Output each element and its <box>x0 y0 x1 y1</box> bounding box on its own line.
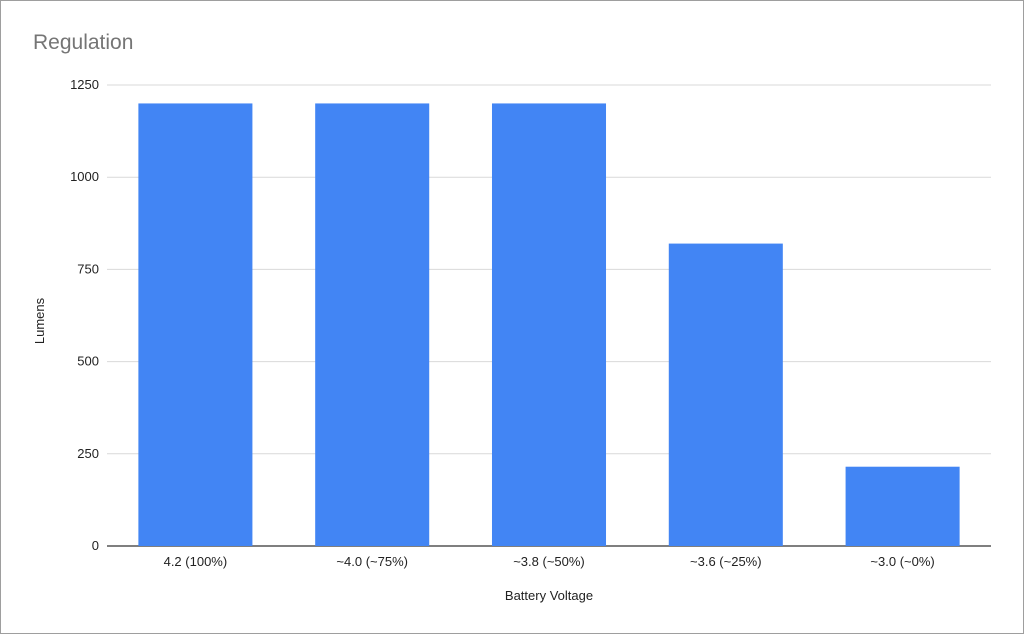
y-tick-label: 250 <box>77 446 99 461</box>
x-tick-label: 4.2 (100%) <box>164 554 228 569</box>
y-tick-label: 0 <box>92 538 99 553</box>
x-axis-label: Battery Voltage <box>505 588 593 603</box>
x-tick-label: ~4.0 (~75%) <box>336 554 408 569</box>
x-tick-label: ~3.0 (~0%) <box>870 554 934 569</box>
x-tick-label: ~3.8 (~50%) <box>513 554 585 569</box>
y-tick-label: 500 <box>77 354 99 369</box>
bars <box>138 103 960 547</box>
y-tick-labels: 0 250 500 750 1000 1250 <box>70 77 99 553</box>
y-tick-label: 1250 <box>70 77 99 92</box>
bar <box>491 103 607 546</box>
bar <box>138 103 253 546</box>
x-tick-labels: 4.2 (100%) ~4.0 (~75%) ~3.8 (~50%) ~3.6 (~2… <box>164 554 935 569</box>
chart-title: Regulation <box>33 31 134 54</box>
bar <box>315 103 430 546</box>
bar <box>845 466 960 546</box>
bar <box>668 243 783 547</box>
x-tick-label: ~3.6 (~25%) <box>690 554 762 569</box>
y-axis-label: Lumens <box>32 297 47 344</box>
y-tick-label: 750 <box>77 261 99 276</box>
y-tick-label: 1000 <box>70 169 99 184</box>
